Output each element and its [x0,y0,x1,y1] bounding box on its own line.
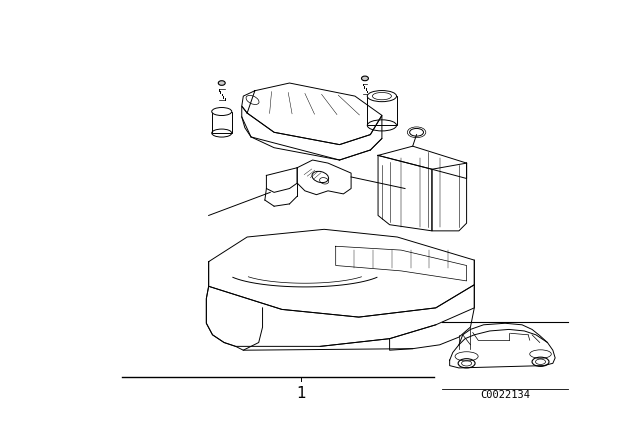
Text: C0022134: C0022134 [480,390,530,400]
Text: 1: 1 [296,386,306,401]
Ellipse shape [212,108,232,116]
Ellipse shape [362,76,369,81]
Bar [212,112,232,133]
Ellipse shape [458,359,475,368]
Bar [367,96,397,125]
Ellipse shape [532,357,549,366]
Ellipse shape [367,90,397,102]
Ellipse shape [218,81,225,85]
